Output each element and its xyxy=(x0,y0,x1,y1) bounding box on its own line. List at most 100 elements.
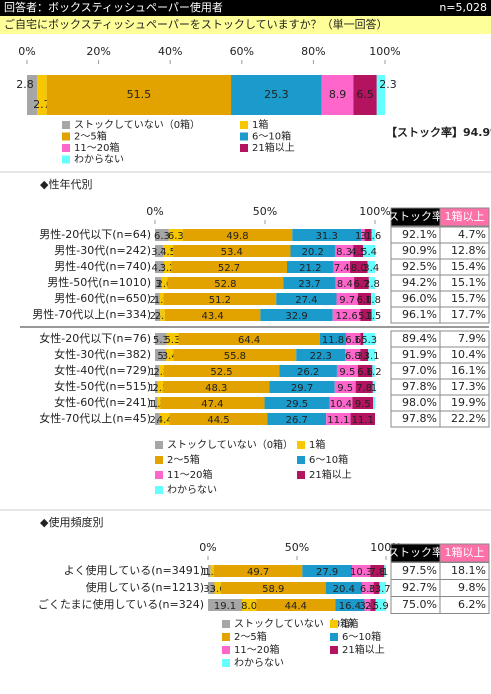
bar-segment xyxy=(355,381,373,393)
question: ご自宅にボックスティッシュペーパーをストックしていますか？（単一回答） xyxy=(4,17,388,31)
bar-segment xyxy=(279,365,337,377)
bar-segment xyxy=(166,333,179,345)
bar-segment xyxy=(159,413,170,425)
x-tick-label: 40% xyxy=(158,45,182,58)
x-tick-label: 60% xyxy=(230,45,254,58)
table-value: 9.8% xyxy=(458,581,486,594)
bar-segment xyxy=(361,582,374,594)
bar-segment xyxy=(155,277,162,289)
category-label: 女性-60代(n=241) xyxy=(54,395,151,409)
bar-segment xyxy=(155,365,159,377)
value-label: 52.5 xyxy=(210,367,232,378)
table-value: 92.7% xyxy=(402,581,437,594)
value-label: 9.5 xyxy=(355,399,371,410)
value-label: 6.8 xyxy=(345,351,361,362)
value-label: 6.6 xyxy=(357,367,373,378)
value-label: 20.2 xyxy=(302,247,324,258)
value-label: 8.0 xyxy=(241,601,257,612)
value-label: 53.4 xyxy=(221,247,243,258)
bar-segment xyxy=(360,309,372,321)
bar-segment xyxy=(163,293,277,305)
table-value: 17.3% xyxy=(451,380,486,393)
table-value: 92.5% xyxy=(402,260,437,273)
legend-swatch xyxy=(62,132,70,141)
value-label: 1.3 xyxy=(354,335,370,346)
bar-segment xyxy=(368,349,375,361)
value-label: 3.1 xyxy=(364,351,380,362)
x-tick-label: 100% xyxy=(359,205,390,218)
value-label: 52.7 xyxy=(218,263,240,274)
bar-segment xyxy=(161,277,168,289)
table-value: 12.8% xyxy=(451,244,486,257)
bar-segment xyxy=(350,413,375,425)
value-label: 10.4 xyxy=(330,399,352,410)
value-label: 1.5 xyxy=(201,567,217,578)
bar-segment xyxy=(332,309,361,321)
value-label: 1.8 xyxy=(204,567,220,578)
legend-label: ストックしていない（0箱） xyxy=(74,118,200,131)
bar-segment xyxy=(292,229,362,241)
value-label: 3.4 xyxy=(360,601,376,612)
bar-segment xyxy=(334,245,354,257)
table-value: 90.9% xyxy=(402,244,437,257)
table-cell xyxy=(439,410,490,428)
legend-swatch xyxy=(155,486,163,494)
bar-segment xyxy=(283,277,336,289)
value-label: 1.8 xyxy=(149,367,165,378)
section-title: ◆使用頻度別 xyxy=(40,515,103,529)
value-label: 43.4 xyxy=(202,311,224,322)
legend-label: 1箱 xyxy=(342,617,358,630)
value-label: 4.5 xyxy=(350,247,366,258)
table-value: 17.7% xyxy=(451,308,486,321)
bar-segment xyxy=(334,381,356,393)
legend-label: 11～20箱 xyxy=(167,468,212,481)
legend-label: わからない xyxy=(167,484,217,496)
legend-swatch xyxy=(155,471,163,479)
bar-segment xyxy=(163,381,270,393)
legend-label: 2～5箱 xyxy=(167,453,200,466)
value-label: 11.1 xyxy=(352,415,374,426)
bar-segment xyxy=(370,599,376,611)
value-label: 3.2 xyxy=(160,263,176,274)
value-label: 47.4 xyxy=(201,399,223,410)
value-label: 7.8 xyxy=(356,383,372,394)
bar-segment xyxy=(220,582,326,594)
table-value: 7.9% xyxy=(458,332,486,345)
category-label: 女性-40代(n=729) xyxy=(54,363,151,377)
bar-segment xyxy=(379,582,386,594)
bar-segment xyxy=(155,381,158,393)
bar-segment xyxy=(27,75,38,115)
bar-segment xyxy=(321,75,354,115)
category-label: 女性-50代(n=515) xyxy=(54,379,151,393)
bar-segment xyxy=(335,599,365,611)
bar-segment xyxy=(155,293,160,305)
bar-segment xyxy=(178,333,320,345)
bar-segment xyxy=(329,397,353,409)
value-label: 10.3 xyxy=(350,567,372,578)
bar-segment xyxy=(155,261,165,273)
bar-segment xyxy=(264,397,330,409)
value-label: 1.2 xyxy=(148,399,164,410)
category-label: 男性-70代以上(n=334) xyxy=(32,307,151,321)
value-label: 7.4 xyxy=(334,263,350,274)
bar-segment xyxy=(164,261,172,273)
legend-label: 6～10箱 xyxy=(342,630,381,643)
x-tick-label: 20% xyxy=(86,45,110,58)
legend-swatch xyxy=(62,144,70,152)
bar-segment xyxy=(371,293,375,305)
bar-segment xyxy=(376,75,385,115)
value-label: 21.2 xyxy=(299,263,321,274)
bar-segment xyxy=(336,293,358,305)
x-tick-label: 50% xyxy=(253,205,277,218)
bar-segment xyxy=(325,582,362,594)
bar-segment xyxy=(214,582,221,594)
legend-swatch xyxy=(155,456,163,464)
value-label: 2.8 xyxy=(16,78,34,91)
legend-swatch xyxy=(297,471,305,479)
legend-swatch xyxy=(155,441,163,449)
legend-swatch xyxy=(330,633,338,641)
legend-swatch xyxy=(297,456,305,464)
value-label: 2.2 xyxy=(153,367,169,378)
bar-segment xyxy=(371,309,375,321)
bar-segment xyxy=(345,333,361,345)
